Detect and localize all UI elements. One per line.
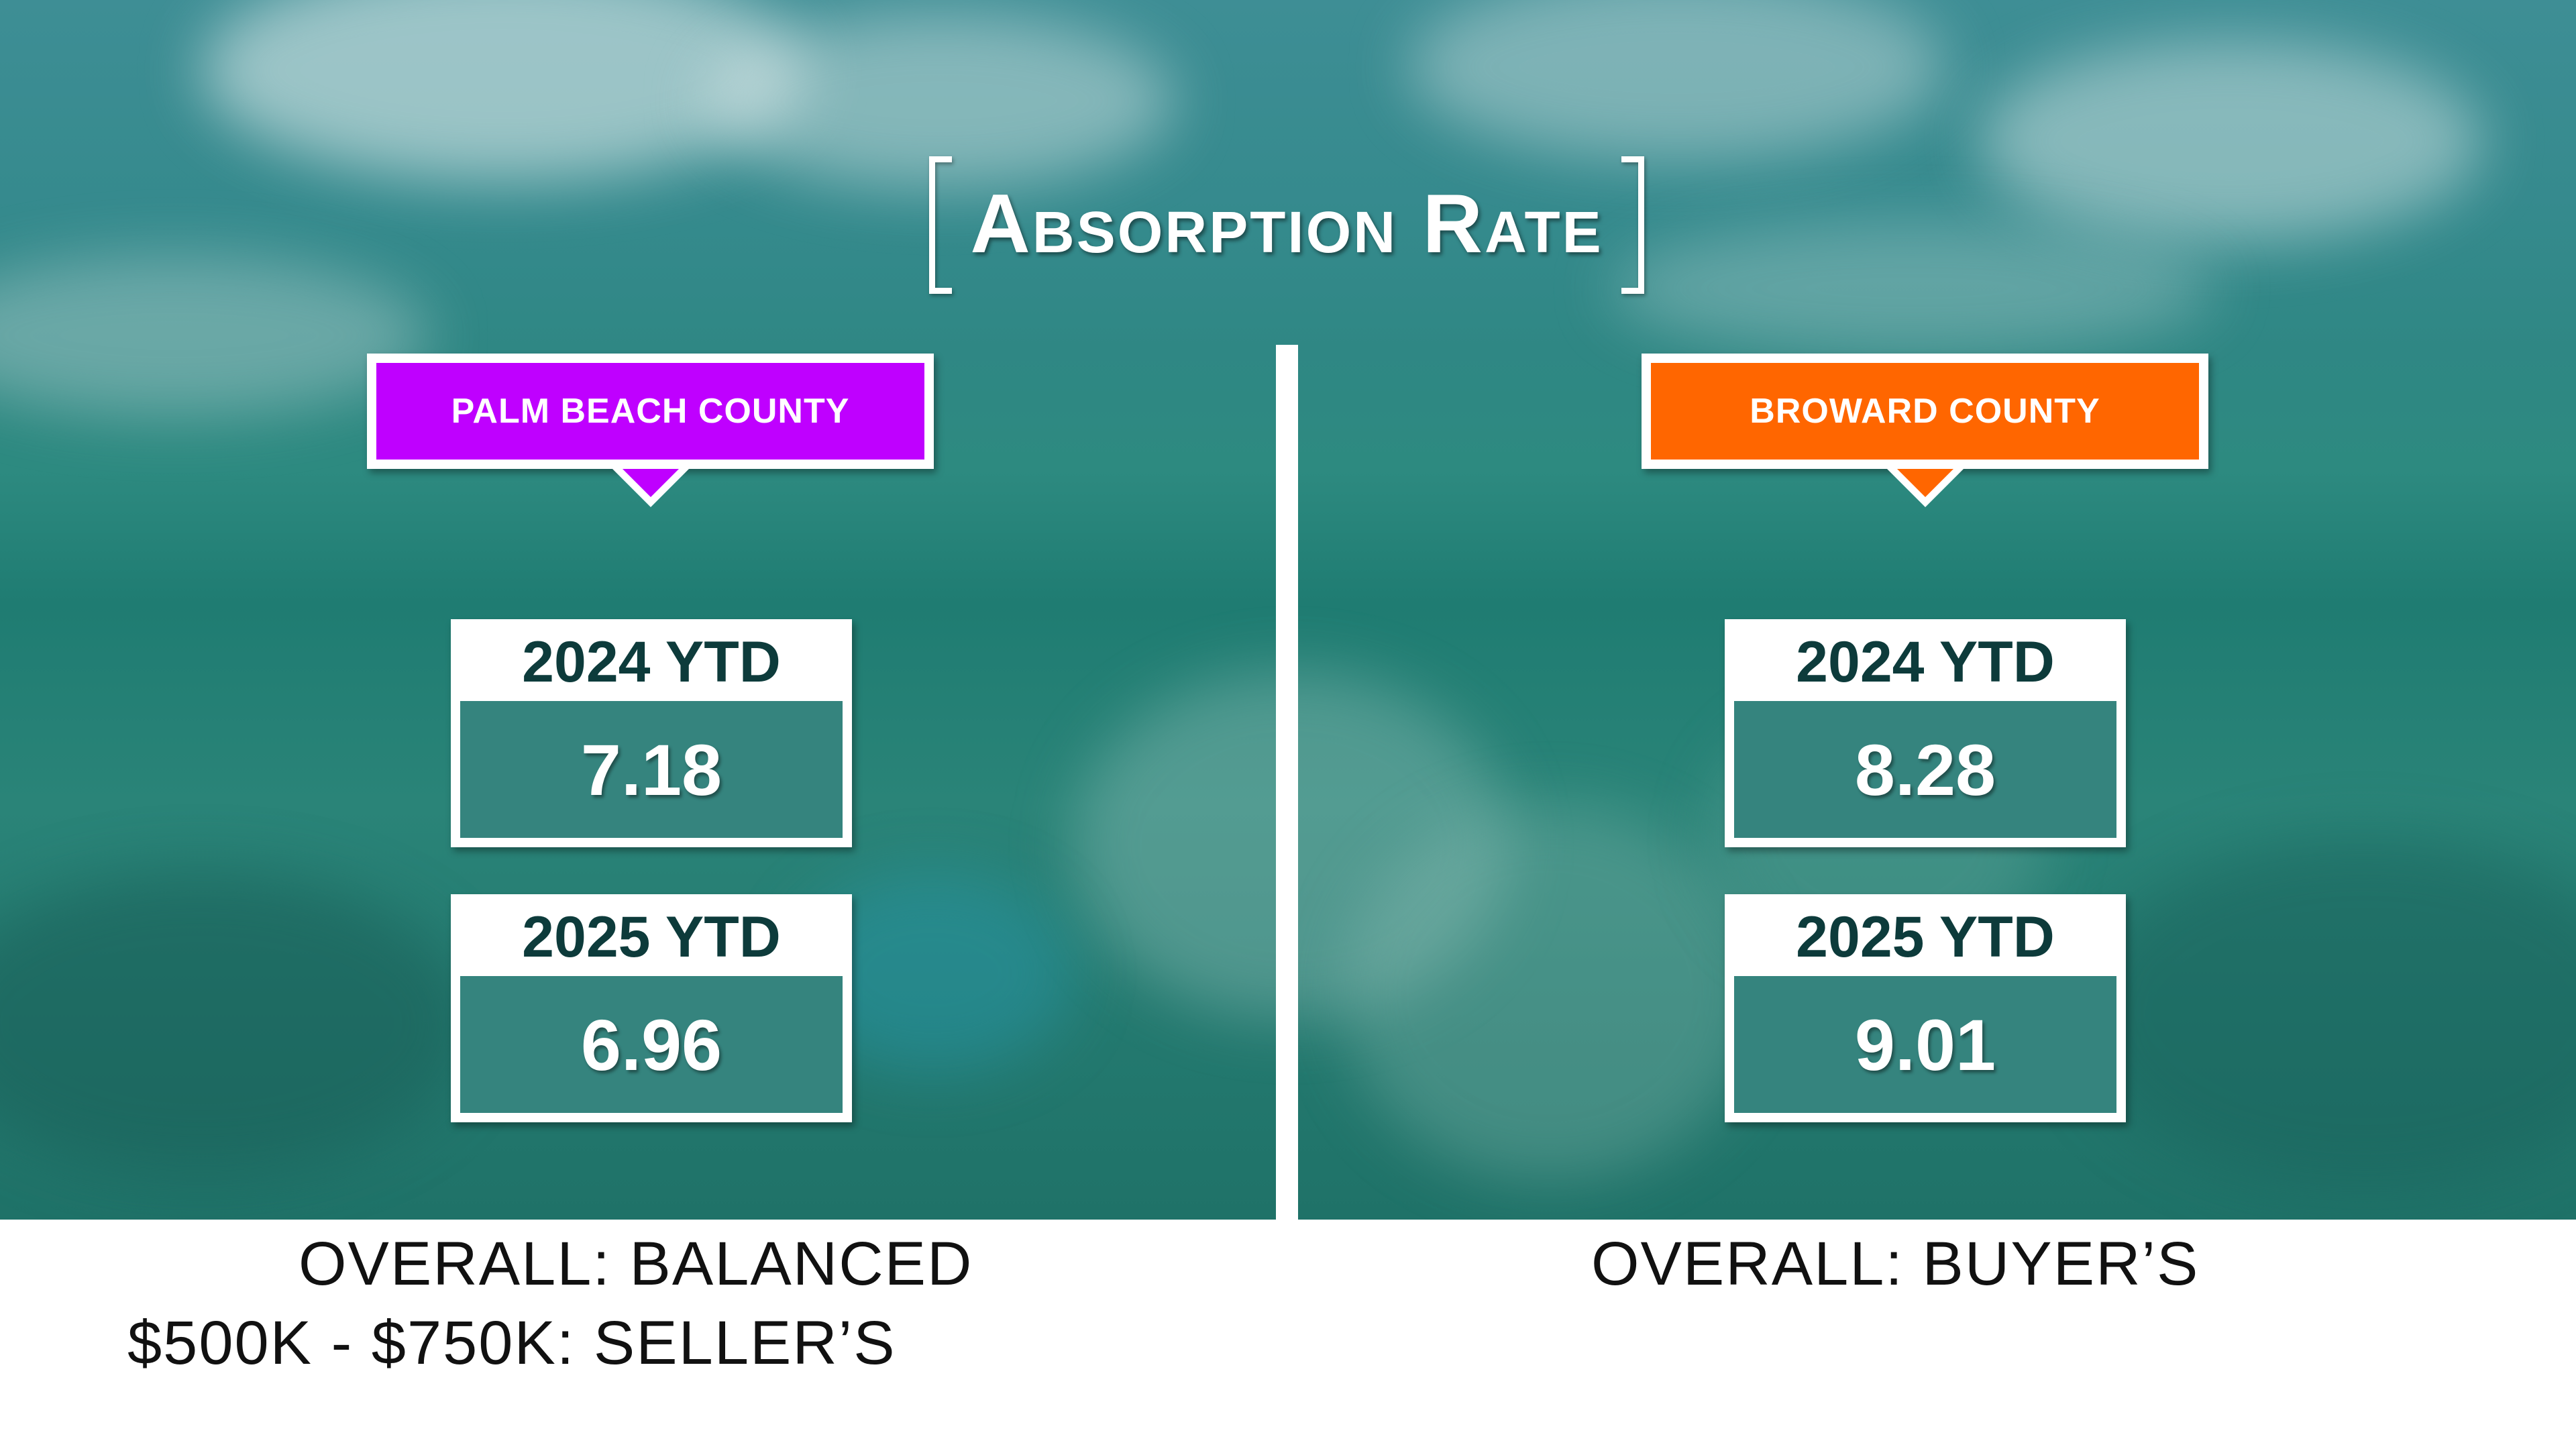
stat-value: 7.18 — [580, 729, 722, 810]
stat-label: 2024 YTD — [522, 630, 781, 694]
palm-beach-pointer-fill — [622, 469, 679, 497]
palm-beach-2024-stat: 2024 YTD 7.18 — [451, 619, 852, 847]
stat-value: 6.96 — [580, 1004, 722, 1085]
broward-county-label: BROWARD COUNTY — [1642, 354, 2208, 507]
broward-2025-stat: 2025 YTD 9.01 — [1725, 894, 2126, 1122]
left-bracket — [929, 156, 952, 294]
stat-value: 9.01 — [1854, 1004, 1996, 1085]
broward-overall-caption: OVERALL: BUYER’S — [1591, 1230, 2200, 1298]
page-title: Absorption Rate — [970, 178, 1603, 270]
broward-2024-stat: 2024 YTD 8.28 — [1725, 619, 2126, 847]
stat-value-box: 7.18 — [460, 701, 843, 838]
stat-label: 2024 YTD — [1796, 630, 2055, 694]
stat-value-box: 8.28 — [1734, 701, 2116, 838]
title-frame: Absorption Rate — [929, 156, 1644, 294]
palm-beach-segment-caption: $500K - $750K: SELLER’S — [127, 1309, 896, 1377]
broward-pointer-fill — [1896, 469, 1953, 497]
center-divider — [1276, 345, 1298, 1220]
stat-value-box: 6.96 — [460, 976, 843, 1113]
stat-value-box: 9.01 — [1734, 976, 2116, 1113]
palm-beach-overall-caption: OVERALL: BALANCED — [299, 1230, 973, 1298]
broward-county-text: BROWARD COUNTY — [1651, 363, 2199, 460]
stat-label: 2025 YTD — [522, 905, 781, 969]
stat-value: 8.28 — [1854, 729, 1996, 810]
palm-beach-2025-stat: 2025 YTD 6.96 — [451, 894, 852, 1122]
stat-label: 2025 YTD — [1796, 905, 2055, 969]
palm-beach-county-text: PALM BEACH COUNTY — [376, 363, 924, 460]
palm-beach-county-label: PALM BEACH COUNTY — [367, 354, 934, 507]
right-bracket — [1621, 156, 1644, 294]
